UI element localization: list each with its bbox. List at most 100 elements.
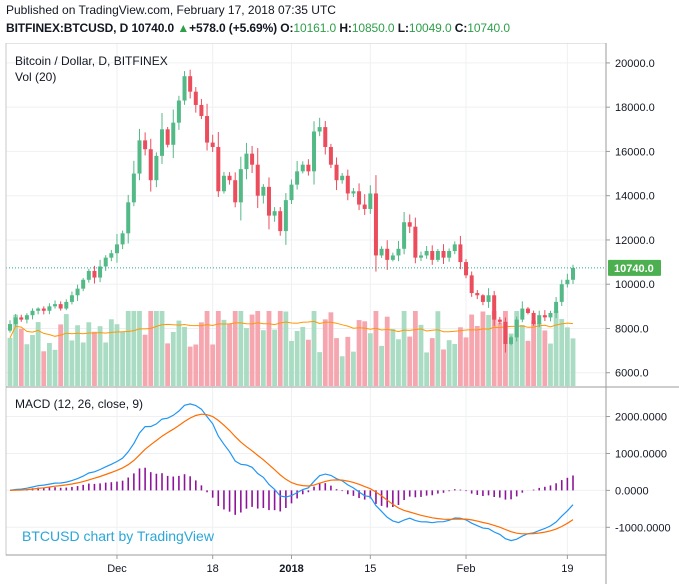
candle-body xyxy=(289,184,294,201)
candle-body xyxy=(193,91,198,105)
volume-bar xyxy=(525,340,531,386)
macd-line xyxy=(9,403,574,542)
candle-body xyxy=(328,147,333,165)
candle-body xyxy=(458,244,463,263)
volume-bar xyxy=(30,335,35,386)
candle-body xyxy=(126,202,131,234)
volume-bar xyxy=(165,343,171,386)
candle-body xyxy=(199,104,204,117)
price-tick-label: 14000.0 xyxy=(615,191,655,203)
price-tick-label: 18000.0 xyxy=(615,102,655,114)
candle-body xyxy=(227,175,232,181)
candle-body xyxy=(176,100,181,123)
candle-body xyxy=(244,153,249,170)
chart-svg[interactable]: 10740.0 6000.0 8000.0 10000.0 12000.0 14000.… xyxy=(0,43,679,585)
candle-body xyxy=(480,295,485,302)
volume-bar xyxy=(508,333,514,386)
volume-bar xyxy=(474,325,480,386)
candle-body xyxy=(148,149,153,181)
candle-body xyxy=(295,171,300,185)
candle-body xyxy=(548,312,553,318)
volume-bar xyxy=(193,344,199,386)
last-price-line: 10740.0 xyxy=(6,259,661,276)
volume-bar xyxy=(548,343,553,386)
price-tick-label: 12000.0 xyxy=(615,235,655,247)
candle-body xyxy=(160,129,165,156)
candle-body xyxy=(86,270,91,280)
volume-bar xyxy=(35,322,41,386)
candle-body xyxy=(143,140,148,150)
volume-bars xyxy=(7,311,576,386)
candle-body xyxy=(362,204,367,209)
volume-bar xyxy=(322,319,328,386)
volume-bar xyxy=(249,314,255,386)
candle-body xyxy=(47,306,52,311)
volume-bar xyxy=(227,323,232,386)
macd-tick-label: 0.0000 xyxy=(615,485,649,497)
volume-bar xyxy=(69,340,75,386)
candle-body xyxy=(385,248,390,260)
volume-bar xyxy=(86,322,92,386)
volume-bar xyxy=(441,349,446,386)
change-value: +578.0 (+5.69%) xyxy=(189,21,278,35)
volume-bar xyxy=(429,338,435,386)
volume-bar xyxy=(137,311,142,386)
volume-bar xyxy=(390,328,396,386)
candle-body xyxy=(373,193,378,256)
volume-bar xyxy=(199,322,204,386)
candle-body xyxy=(418,255,423,258)
volume-bar xyxy=(446,340,452,386)
candle-body xyxy=(340,175,345,181)
symbol-label[interactable]: BITFINEX:BTCUSD, D xyxy=(6,21,129,35)
candle-body xyxy=(58,304,63,309)
volume-bar xyxy=(142,334,148,386)
high-label: H: xyxy=(339,21,352,35)
candle-body xyxy=(542,315,547,318)
volume-bar xyxy=(97,326,103,386)
candle-body xyxy=(13,317,18,325)
volume-bar xyxy=(536,323,542,386)
price-tick-label: 10000.0 xyxy=(615,279,655,291)
candle-body xyxy=(402,222,407,249)
candle-body xyxy=(238,169,243,203)
volume-bar xyxy=(47,342,52,386)
candle-body xyxy=(81,279,86,289)
candle-body xyxy=(520,308,525,320)
chart-area[interactable]: 10740.0 6000.0 8000.0 10000.0 12000.0 14000.… xyxy=(0,43,679,585)
candle-body xyxy=(64,301,69,309)
candle-body xyxy=(131,173,136,203)
candle-body xyxy=(441,251,446,258)
candle-body xyxy=(154,155,159,181)
volume-bar xyxy=(463,337,469,386)
candle-body xyxy=(69,295,74,302)
candle-body xyxy=(120,233,125,245)
candle-body xyxy=(435,251,440,260)
volume-bar xyxy=(170,332,176,386)
macd-pane xyxy=(9,403,574,542)
volume-bar xyxy=(514,311,520,386)
price-tick-label: 8000.0 xyxy=(615,323,649,335)
time-tick-label: 2018 xyxy=(279,563,303,575)
volume-bar xyxy=(238,311,244,386)
volume-bar xyxy=(412,311,418,386)
volume-bar xyxy=(435,311,441,386)
candle-body xyxy=(266,186,271,216)
candle-body xyxy=(559,284,564,302)
candle-body xyxy=(103,257,108,267)
volume-bar xyxy=(125,311,131,386)
volume-bar xyxy=(120,331,125,386)
volume-bar xyxy=(424,352,430,386)
candle-body xyxy=(278,211,283,232)
volume-bar xyxy=(210,344,216,386)
time-tick-label: 18 xyxy=(207,563,219,575)
volume-label: Vol (20) xyxy=(15,70,56,84)
candle-body xyxy=(345,175,350,194)
volume-bar xyxy=(103,342,109,386)
volume-bar xyxy=(13,314,19,386)
candle-body xyxy=(334,164,339,181)
candle-body xyxy=(250,153,255,165)
candle-body xyxy=(351,191,356,194)
volume-bar xyxy=(244,328,249,386)
last-price-badge xyxy=(608,259,661,276)
volume-bar xyxy=(334,338,339,386)
